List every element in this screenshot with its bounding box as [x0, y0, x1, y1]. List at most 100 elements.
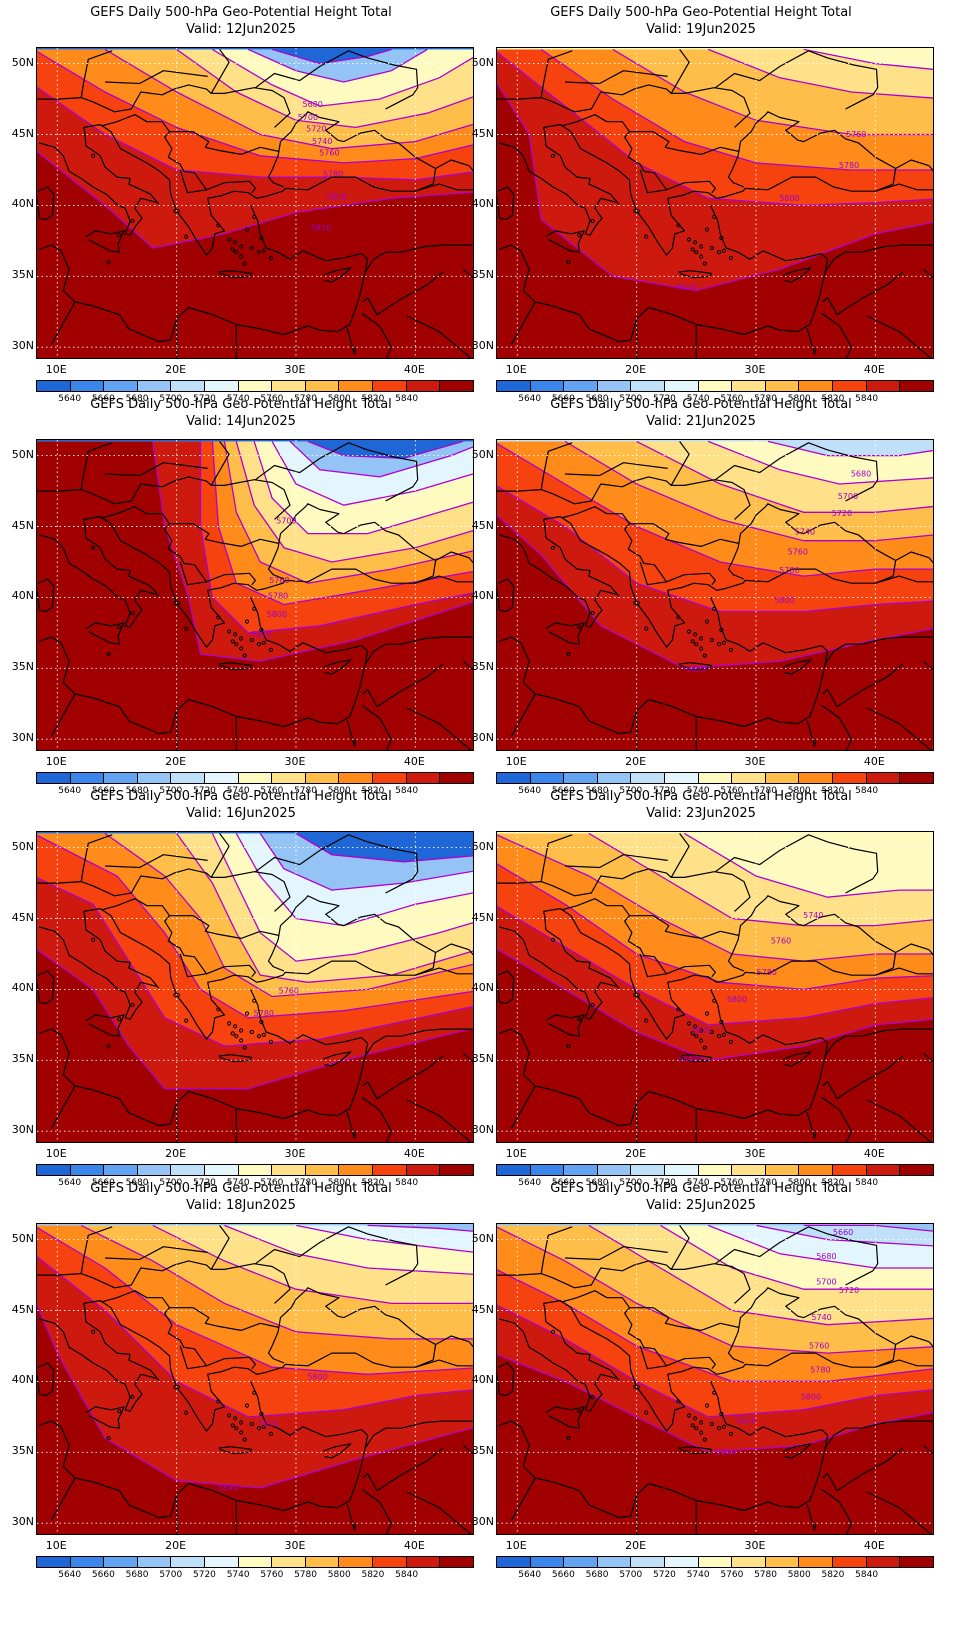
- coastline-border: [678, 270, 713, 279]
- longitude-label: 20E: [625, 363, 647, 376]
- coastline-border: [39, 597, 369, 735]
- longitude-label: 40E: [863, 755, 885, 768]
- latitude-label: 50N: [11, 1231, 34, 1245]
- coastline-border: [499, 597, 829, 735]
- contour-label: 5740: [795, 528, 815, 537]
- coastline-border: [101, 1290, 208, 1370]
- coastline-border: [510, 1477, 536, 1521]
- colorbar-swatch: [272, 1165, 306, 1175]
- coastline-border: [39, 127, 160, 236]
- coastline-border: [406, 1099, 472, 1142]
- island: [244, 1403, 250, 1408]
- colorbar-swatch: [497, 773, 531, 783]
- island: [268, 255, 273, 260]
- island: [716, 1426, 722, 1431]
- colorbar-swatch: [631, 1165, 666, 1175]
- colorbar-label: 5780: [754, 1178, 777, 1188]
- coastline-border: [678, 1054, 713, 1063]
- colorbar-swatch: [272, 1557, 306, 1567]
- valid-date: Valid: 12Jun2025: [186, 22, 296, 37]
- height-contour: [152, 1224, 473, 1305]
- island: [687, 1413, 692, 1418]
- coastline-border: [822, 271, 904, 316]
- contour-label: 5780: [757, 968, 777, 977]
- island: [259, 1019, 264, 1025]
- island: [230, 1031, 235, 1036]
- height-contour: [212, 48, 473, 107]
- island: [230, 1423, 235, 1428]
- colorbar-swatch: [339, 1557, 374, 1567]
- contour-label: 5760: [809, 1342, 829, 1351]
- longitude-label: 10E: [505, 363, 527, 376]
- colorbar-swatch: [406, 381, 441, 391]
- colorbar-swatch: [70, 773, 105, 783]
- coastline-border: [561, 114, 668, 194]
- colorbar-label: 5720: [653, 786, 676, 796]
- island: [216, 223, 221, 228]
- coastline-border: [364, 244, 473, 273]
- longitude-label: 40E: [403, 363, 425, 376]
- longitude-label: 10E: [505, 1539, 527, 1552]
- longitude-label: 30E: [744, 1147, 766, 1160]
- colorbar-swatch: [104, 1165, 138, 1175]
- colorbar-label: 5640: [518, 394, 542, 404]
- coastline-border: [875, 967, 933, 976]
- longitude-label: 30E: [744, 363, 766, 376]
- contour-label: 5720: [832, 509, 852, 518]
- colorbar-swatch: [732, 1165, 766, 1175]
- island: [252, 214, 257, 219]
- coastline-border: [39, 1381, 369, 1519]
- colorbar-label: 5760: [260, 1570, 284, 1580]
- coastline-border: [462, 1052, 473, 1063]
- coastline-border: [83, 124, 434, 256]
- colorbar-label: 5820: [361, 1178, 385, 1188]
- coastline-border: [497, 476, 751, 520]
- coastline-border: [564, 854, 668, 869]
- coastline-border: [364, 1420, 473, 1449]
- coastline-border: [499, 911, 620, 1020]
- coastline-border: [727, 111, 897, 188]
- coastline-border: [323, 1443, 352, 1459]
- colorbar-label: 5840: [855, 786, 879, 796]
- colorbar-swatch: [305, 381, 340, 391]
- island: [709, 1421, 714, 1427]
- island: [719, 1019, 724, 1025]
- coastline-border: [727, 895, 897, 972]
- island: [259, 627, 264, 633]
- coastline-border: [85, 1406, 125, 1429]
- coastline-border: [866, 1099, 932, 1142]
- island: [577, 1017, 582, 1022]
- height-contour: [684, 832, 933, 898]
- coastline-border: [824, 1028, 933, 1057]
- island: [227, 237, 232, 242]
- island: [699, 244, 704, 249]
- contour-label: 5800: [727, 995, 747, 1004]
- colorbar-swatch: [272, 773, 306, 783]
- colorbar-swatch: [564, 773, 598, 783]
- island: [716, 1034, 722, 1039]
- latitude-label: 40N: [471, 197, 494, 211]
- height-band: [37, 1224, 473, 1253]
- coastline-border: [169, 915, 280, 939]
- coastline-border: [362, 1447, 444, 1492]
- coastline-border: [822, 663, 904, 708]
- colorbar: [36, 1556, 474, 1568]
- island: [117, 1017, 122, 1022]
- island: [256, 250, 262, 255]
- island: [91, 1329, 96, 1334]
- latitude-label: 45N: [11, 910, 34, 924]
- colorbar-swatch: [866, 1165, 901, 1175]
- island: [268, 1039, 273, 1044]
- colorbar-label: 5680: [585, 1570, 609, 1580]
- colorbar-label: 5820: [361, 394, 385, 404]
- valid-date: Valid: 16Jun2025: [186, 806, 296, 821]
- island: [242, 1045, 247, 1050]
- colorbar-label: 5720: [193, 786, 216, 796]
- colorbar-swatch: [339, 381, 374, 391]
- colorbar-label: 5680: [125, 1570, 149, 1580]
- colorbar-swatch: [732, 1557, 766, 1567]
- colorbar-swatch: [70, 1557, 105, 1567]
- island: [687, 1021, 692, 1026]
- latitude-label: 45N: [11, 1302, 34, 1316]
- geopotential-height-map: 5680 5700 5720 5740 5760 5780 5800 5820: [36, 47, 474, 359]
